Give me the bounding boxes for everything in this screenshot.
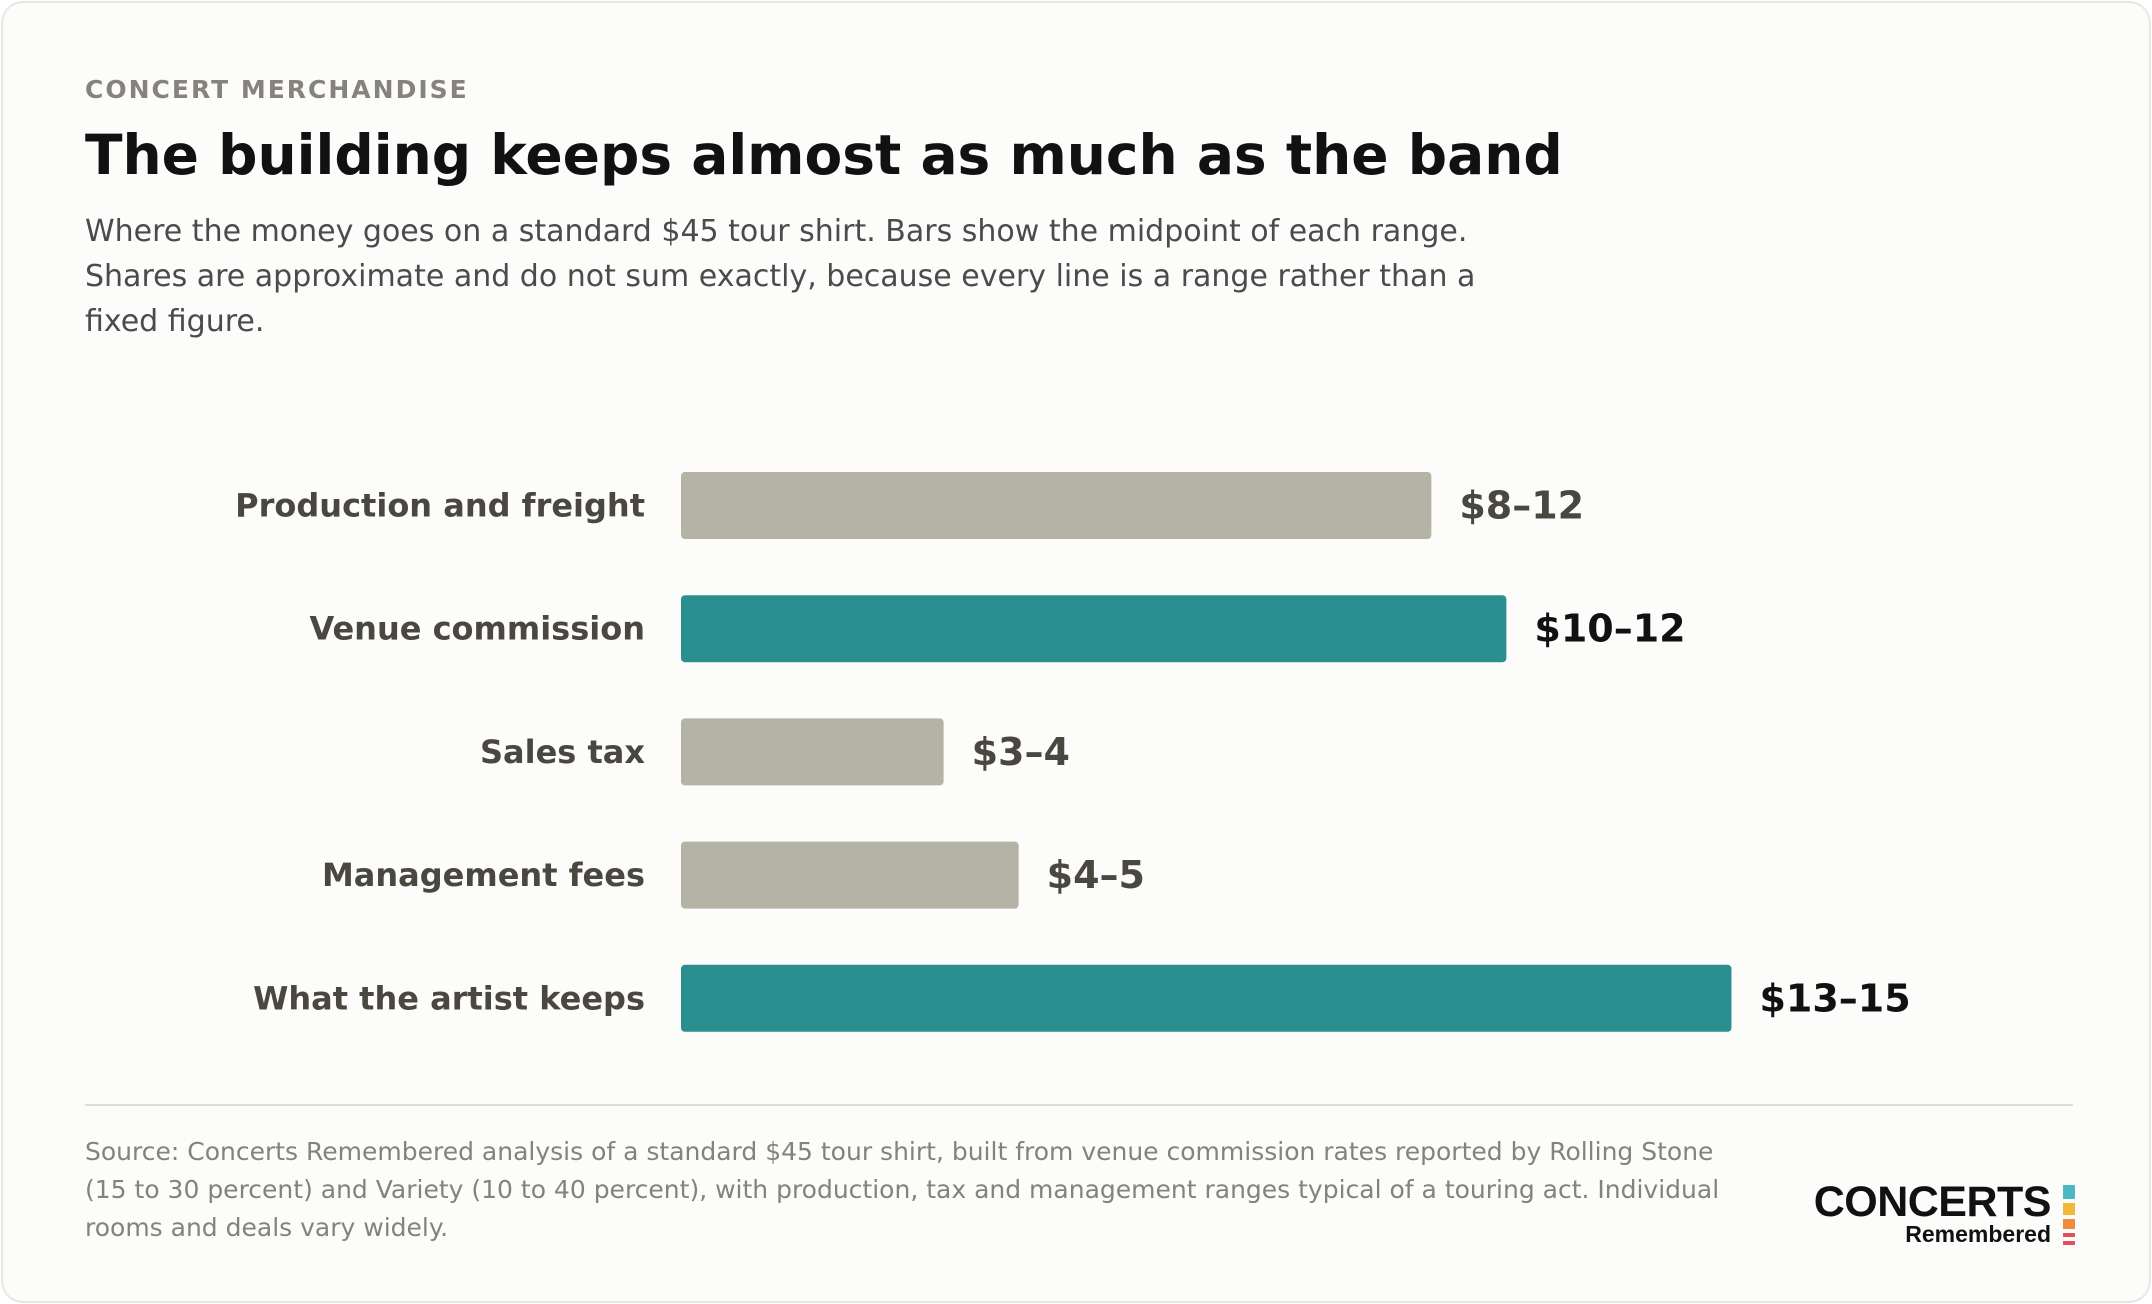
category-label: What the artist keeps (253, 979, 645, 1017)
chart-kicker: CONCERT MERCHANDISE (85, 75, 469, 104)
logo-bar (2063, 1203, 2075, 1215)
value-label: $8–12 (1459, 484, 1584, 528)
category-label: Management fees (322, 856, 645, 894)
logo-bar (2063, 1185, 2075, 1199)
category-label: Venue commission (309, 610, 645, 648)
footer-divider (85, 1104, 2073, 1106)
bar (681, 718, 944, 786)
bar (681, 964, 1732, 1032)
value-label: $3–4 (972, 730, 1070, 774)
category-label: Sales tax (480, 733, 645, 771)
bar (681, 595, 1507, 663)
source-note: Source: Concerts Remembered analysis of … (85, 1137, 1720, 1242)
value-label: $10–12 (1534, 607, 1685, 651)
value-label: $4–5 (1047, 853, 1145, 897)
value-label: $13–15 (1759, 976, 1910, 1020)
bar-chart: Production and freight $8–12 Venue commiss… (235, 472, 1911, 1032)
logo-bar (2063, 1241, 2075, 1245)
logo-color-bars-icon (2063, 1185, 2075, 1247)
bar (681, 841, 1019, 909)
bar (681, 472, 1432, 539)
category-label: Production and freight (235, 487, 645, 525)
chart-subtitle: Where the money goes on a standard $45 t… (85, 214, 1476, 339)
logo-bar (2063, 1219, 2075, 1229)
concerts-remembered-logo: CONCERTS Remembered (1809, 1179, 2075, 1249)
logo-wordmark: CONCERTS (1813, 1178, 2052, 1226)
logo-subline: Remembered (1905, 1221, 2051, 1247)
chart-title: The building keeps almost as much as the… (85, 123, 1563, 187)
logo-bar (2063, 1233, 2075, 1237)
